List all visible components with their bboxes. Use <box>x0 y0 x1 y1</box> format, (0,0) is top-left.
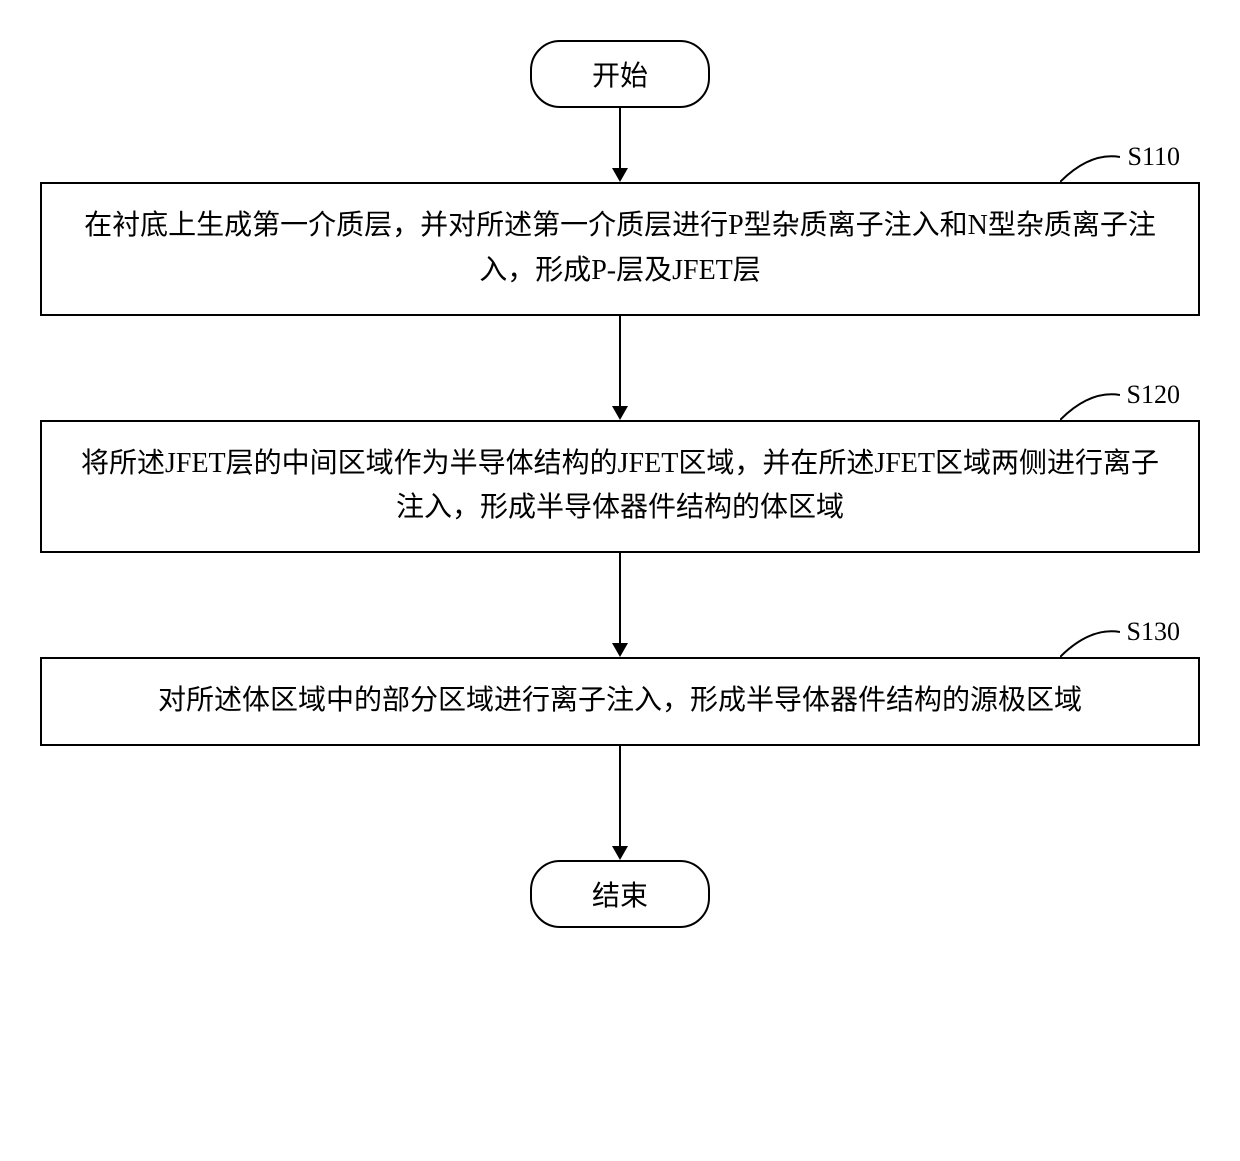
arrow-head <box>612 406 628 420</box>
process-step-3: 对所述体区域中的部分区域进行离子注入，形成半导体器件结构的源极区域 <box>40 657 1200 746</box>
arrow-head <box>612 846 628 860</box>
process-container-2: S120 将所述JFET层的中间区域作为半导体结构的JFET区域，并在所述JFE… <box>40 420 1200 554</box>
process-text-1: 在衬底上生成第一介质层，并对所述第一介质层进行P型杂质离子注入和N型杂质离子注入… <box>84 210 1156 286</box>
process-text-3: 对所述体区域中的部分区域进行离子注入，形成半导体器件结构的源极区域 <box>158 685 1082 716</box>
arrow-4 <box>612 746 628 860</box>
arrow-line <box>619 108 621 168</box>
start-terminal: 开始 <box>530 40 710 108</box>
label-curve-3 <box>1060 627 1120 657</box>
step-label-3: S130 <box>1127 617 1180 647</box>
end-label: 结束 <box>592 881 648 912</box>
flowchart-container: 开始 S110 在衬底上生成第一介质层，并对所述第一介质层进行P型杂质离子注入和… <box>40 40 1200 928</box>
process-step-1: 在衬底上生成第一介质层，并对所述第一介质层进行P型杂质离子注入和N型杂质离子注入… <box>40 182 1200 316</box>
start-label: 开始 <box>592 61 648 92</box>
label-curve-2 <box>1060 390 1120 420</box>
arrow-1 <box>612 108 628 182</box>
process-container-3: S130 对所述体区域中的部分区域进行离子注入，形成半导体器件结构的源极区域 <box>40 657 1200 746</box>
arrow-2 <box>612 316 628 420</box>
arrow-line <box>619 316 621 406</box>
arrow-line <box>619 746 621 846</box>
label-curve-1 <box>1060 152 1120 182</box>
step-label-2: S120 <box>1127 380 1180 410</box>
arrow-line <box>619 553 621 643</box>
process-text-2: 将所述JFET层的中间区域作为半导体结构的JFET区域，并在所述JFET区域两侧… <box>81 448 1159 524</box>
process-step-2: 将所述JFET层的中间区域作为半导体结构的JFET区域，并在所述JFET区域两侧… <box>40 420 1200 554</box>
step-label-1: S110 <box>1128 142 1181 172</box>
process-container-1: S110 在衬底上生成第一介质层，并对所述第一介质层进行P型杂质离子注入和N型杂… <box>40 182 1200 316</box>
arrow-head <box>612 643 628 657</box>
arrow-3 <box>612 553 628 657</box>
arrow-head <box>612 168 628 182</box>
end-terminal: 结束 <box>530 860 710 928</box>
